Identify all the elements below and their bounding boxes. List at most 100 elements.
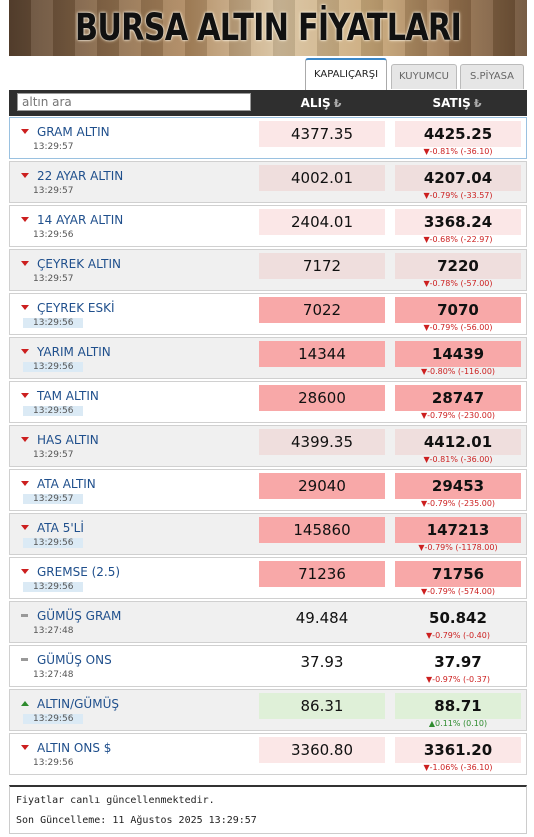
table-row[interactable]: 14 AYAR ALTIN 13:29:56 2404.01 3368.24 ▼-0.6… [9,205,527,247]
sell-price: 88.71 [395,693,521,719]
trend-down-icon [21,217,29,222]
buy-price: 29040 [259,473,385,499]
market-tabs: KAPALIÇARŞI KUYUMCU S.PİYASA [305,58,525,90]
price-change: ▼-0.79% (-574.00) [420,587,496,596]
trend-down-icon [21,173,29,178]
trend-down-icon [21,349,29,354]
buy-price: 28600 [259,385,385,411]
table-row[interactable]: GÜMÜŞ ONS 13:27:48 37.93 37.97 ▼-0.97% (-0.3… [9,645,527,687]
buy-price: 3360.80 [259,737,385,763]
update-time: 13:29:57 [33,186,74,196]
price-change: ▼-0.79% (-56.00) [423,323,493,332]
search-input[interactable] [17,93,251,111]
sell-price: 147213 [395,517,521,543]
sell-column-header: SATIŞ ₺ [394,90,520,116]
item-name[interactable]: GRAM ALTIN [37,125,110,139]
sell-price: 71756 [395,561,521,587]
table-row[interactable]: YARIM ALTIN 13:29:56 14344 14439 ▼-0.80% (-1… [9,337,527,379]
item-name[interactable]: HAS ALTIN [37,433,99,447]
table-row[interactable]: TAM ALTIN 13:29:56 28600 28747 ▼-0.79% (-230… [9,381,527,423]
table-row[interactable]: 22 AYAR ALTIN 13:29:57 4002.01 4207.04 ▼-0.7… [9,161,527,203]
item-name[interactable]: YARIM ALTIN [37,345,111,359]
table-row[interactable]: ÇEYREK ALTIN 13:29:57 7172 7220 ▼-0.78% (-57… [9,249,527,291]
page-banner: BURSA ALTIN FİYATLARI [9,0,527,56]
buy-price: 145860 [259,517,385,543]
item-name[interactable]: GREMSE (2.5) [37,565,121,579]
table-row[interactable]: GREMSE (2.5) 13:29:56 71236 71756 ▼-0.79% (-… [9,557,527,599]
buy-price: 14344 [259,341,385,367]
table-row[interactable]: ALTIN ONS $ 13:29:56 3360.80 3361.20 ▼-1.06%… [9,733,527,775]
sell-price: 4425.25 [395,121,521,147]
price-change: ▼-0.80% (-116.00) [420,367,496,376]
update-time: 13:29:56 [23,714,84,724]
sell-price: 4207.04 [395,165,521,191]
buy-price: 4399.35 [259,429,385,455]
update-time: 13:27:48 [33,670,74,680]
item-name[interactable]: ALTIN ONS $ [37,741,112,755]
sell-price: 29453 [395,473,521,499]
table-row[interactable]: ATA 5'Lİ 13:29:56 145860 147213 ▼-0.79% (-11… [9,513,527,555]
last-updated-text: Son Güncelleme: 11 Ağustos 2025 13:29:57 [16,815,257,826]
buy-price: 4377.35 [259,121,385,147]
buy-price: 7172 [259,253,385,279]
trend-down-icon [21,437,29,442]
tab-kapalicarsi[interactable]: KAPALIÇARŞI [305,58,387,90]
price-change: ▼-1.06% (-36.10) [423,763,493,772]
update-time: 13:29:56 [23,318,84,328]
sell-price: 50.842 [429,609,487,627]
sell-price: 28747 [395,385,521,411]
price-change: ▼-0.79% (-0.40) [426,631,490,640]
table-row[interactable]: ÇEYREK ESKİ 13:29:56 7022 7070 ▼-0.79% (-56.… [9,293,527,335]
item-name[interactable]: GÜMÜŞ GRAM [37,609,122,623]
tab-serbest-piyasa[interactable]: S.PİYASA [460,64,524,89]
table-row[interactable]: ATA ALTIN 13:29:57 29040 29453 ▼-0.79% (-235… [9,469,527,511]
trend-down-icon [21,745,29,750]
update-time: 13:29:56 [23,406,84,416]
update-time: 13:29:57 [23,494,84,504]
table-row[interactable]: GÜMÜŞ GRAM 13:27:48 49.484 50.842 ▼-0.79% (-… [9,601,527,643]
trend-down-icon [21,569,29,574]
price-change: ▼-0.79% (-33.57) [423,191,493,200]
buy-price: 86.31 [259,693,385,719]
item-name[interactable]: ATA ALTIN [37,477,96,491]
item-name[interactable]: ÇEYREK ALTIN [37,257,121,271]
update-time: 13:27:48 [33,626,74,636]
tab-kuyumcu[interactable]: KUYUMCU [391,64,457,89]
trend-down-icon [21,305,29,310]
item-name[interactable]: ALTIN/GÜMÜŞ [37,697,119,711]
update-time: 13:29:56 [33,758,74,768]
update-time: 13:29:57 [33,450,74,460]
table-row[interactable]: ALTIN/GÜMÜŞ 13:29:56 86.31 88.71 ▲0.11% (0.1… [9,689,527,731]
sell-price: 7070 [395,297,521,323]
page-title: BURSA ALTIN FİYATLARI [75,6,462,49]
buy-header-label: ALIŞ [300,96,331,110]
item-name[interactable]: ATA 5'Lİ [37,521,84,535]
price-change: ▼-0.79% (-1178.00) [418,543,498,552]
trend-flat-icon [21,614,28,617]
price-change: ▼-0.79% (-235.00) [420,499,496,508]
price-change: ▼-0.68% (-22.97) [423,235,493,244]
price-change: ▼-0.78% (-57.00) [423,279,493,288]
item-name[interactable]: 22 AYAR ALTIN [37,169,124,183]
buy-column-header: ALIŞ ₺ [258,90,384,116]
lira-icon: ₺ [333,97,342,110]
update-time: 13:29:56 [23,362,84,372]
item-name[interactable]: ÇEYREK ESKİ [37,301,115,315]
sell-price: 4412.01 [395,429,521,455]
sell-price: 7220 [395,253,521,279]
trend-down-icon [21,525,29,530]
update-time: 13:29:57 [33,274,74,284]
item-name[interactable]: GÜMÜŞ ONS [37,653,112,667]
price-change: ▲0.11% (0.10) [428,719,488,728]
table-row[interactable]: GRAM ALTIN 13:29:57 4377.35 4425.25 ▼-0.81% … [9,117,527,159]
table-row[interactable]: HAS ALTIN 13:29:57 4399.35 4412.01 ▼-0.81% (… [9,425,527,467]
sell-price: 3361.20 [395,737,521,763]
trend-down-icon [21,129,29,134]
update-time: 13:29:57 [33,142,74,152]
item-name[interactable]: 14 AYAR ALTIN [37,213,124,227]
update-time: 13:29:56 [23,582,84,592]
trend-down-icon [21,481,29,486]
buy-price: 7022 [259,297,385,323]
buy-price: 71236 [259,561,385,587]
item-name[interactable]: TAM ALTIN [37,389,99,403]
